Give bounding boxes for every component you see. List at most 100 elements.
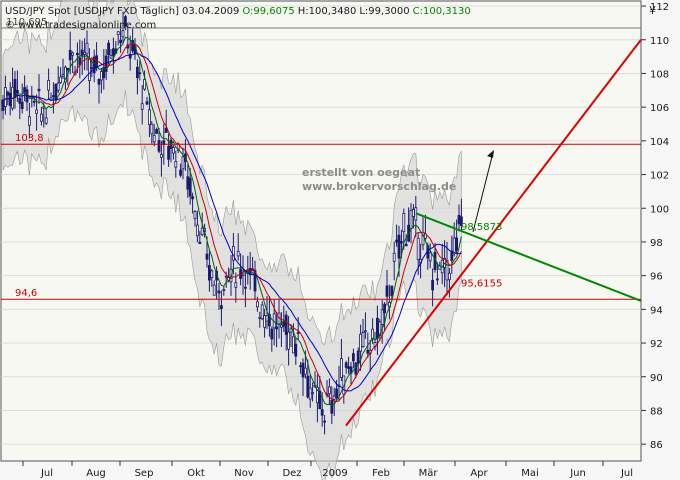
candle-body xyxy=(167,145,171,160)
candle xyxy=(447,268,451,298)
projection-arrowhead xyxy=(487,150,494,158)
candle xyxy=(428,243,432,269)
candle-body xyxy=(397,234,401,259)
candle-body xyxy=(157,140,161,152)
candle-body xyxy=(152,134,156,143)
y-tick-label: 86 xyxy=(650,440,663,451)
candle-body xyxy=(335,388,339,399)
candle-body xyxy=(289,328,293,333)
candle xyxy=(188,168,192,205)
candle-body xyxy=(392,252,396,262)
candle xyxy=(195,210,199,243)
candle-body xyxy=(4,87,7,107)
candle-body xyxy=(455,237,459,251)
y-tick-label: 100 xyxy=(650,204,669,215)
candle-body xyxy=(40,113,43,122)
candle-body xyxy=(8,93,12,106)
candle-body xyxy=(140,103,144,110)
candle xyxy=(159,140,163,177)
candle-body xyxy=(54,83,58,101)
candle-body xyxy=(159,153,163,158)
candle-body xyxy=(52,95,55,97)
candle-body xyxy=(301,362,305,378)
x-tick-label: Jun xyxy=(569,468,586,479)
candle-body xyxy=(291,336,295,354)
candle xyxy=(4,75,7,115)
candle-body xyxy=(76,52,79,56)
candle xyxy=(155,127,159,134)
candle xyxy=(191,192,195,214)
x-axis: Jul Aug Sep Okt Nov Dez 2009 Feb Mär Apr Mai Jun Jul xyxy=(22,461,633,479)
candle-body xyxy=(121,30,125,38)
x-tick-label: Nov xyxy=(234,468,254,479)
support-trendline xyxy=(345,39,642,427)
candle xyxy=(356,347,360,373)
candle xyxy=(128,35,132,71)
candle-body xyxy=(195,224,199,237)
candle xyxy=(138,60,142,81)
y-tick-label: 88 xyxy=(650,406,663,417)
candle xyxy=(143,70,147,91)
candle-body xyxy=(279,324,283,328)
candle xyxy=(236,233,240,261)
level-label: 94,6 xyxy=(15,288,37,299)
candle-body xyxy=(61,74,65,77)
candle xyxy=(260,301,264,321)
ma-blue xyxy=(2,53,462,392)
candle xyxy=(40,106,43,126)
candle xyxy=(445,241,449,296)
candle xyxy=(339,338,343,382)
candle-body xyxy=(390,285,394,296)
y-tick-label: 112 xyxy=(650,2,669,13)
y-tick-label: 106 xyxy=(650,103,669,114)
candle xyxy=(327,378,331,406)
candle xyxy=(20,83,24,114)
candle-body xyxy=(243,286,247,289)
candle xyxy=(44,108,48,126)
candle-body xyxy=(452,237,456,255)
candle xyxy=(311,382,315,402)
candle-body xyxy=(253,269,257,292)
candle-body xyxy=(88,58,91,81)
candle xyxy=(64,65,67,91)
candle-body xyxy=(375,317,379,339)
candle-body xyxy=(124,16,127,27)
candle xyxy=(61,58,65,80)
candle xyxy=(219,290,223,327)
candle xyxy=(174,150,178,178)
x-tick-label: Jul xyxy=(40,468,53,479)
candle-body xyxy=(296,332,300,334)
candle-body xyxy=(217,290,221,294)
candle xyxy=(157,128,161,154)
candle-body xyxy=(431,279,435,291)
candle-body xyxy=(323,420,327,423)
candle-body xyxy=(339,358,343,378)
x-tick-label: Mai xyxy=(521,468,539,479)
y-tick-label: 110 xyxy=(650,36,669,47)
source-label: © www.tradesignalonline.com xyxy=(5,20,156,31)
candle xyxy=(378,319,382,341)
candle-body xyxy=(332,395,336,400)
candle xyxy=(145,96,149,106)
candle xyxy=(97,78,101,104)
candle-body xyxy=(90,67,94,69)
candle-body xyxy=(275,326,279,330)
candle-body xyxy=(18,97,22,104)
candle-body xyxy=(32,100,36,103)
candle xyxy=(92,49,96,83)
candle xyxy=(1,94,5,120)
candle xyxy=(37,74,41,104)
candle-body xyxy=(193,211,197,220)
candle-body xyxy=(119,39,122,44)
candle-body xyxy=(135,66,139,79)
candle xyxy=(351,348,355,369)
y-tick-label: 96 xyxy=(650,272,663,283)
candle-body xyxy=(1,99,5,111)
candle-body xyxy=(287,331,291,350)
candle xyxy=(59,67,62,84)
resistance-trendline xyxy=(415,212,642,302)
candle-body xyxy=(150,123,154,135)
candle xyxy=(18,95,22,120)
candle xyxy=(112,37,115,74)
